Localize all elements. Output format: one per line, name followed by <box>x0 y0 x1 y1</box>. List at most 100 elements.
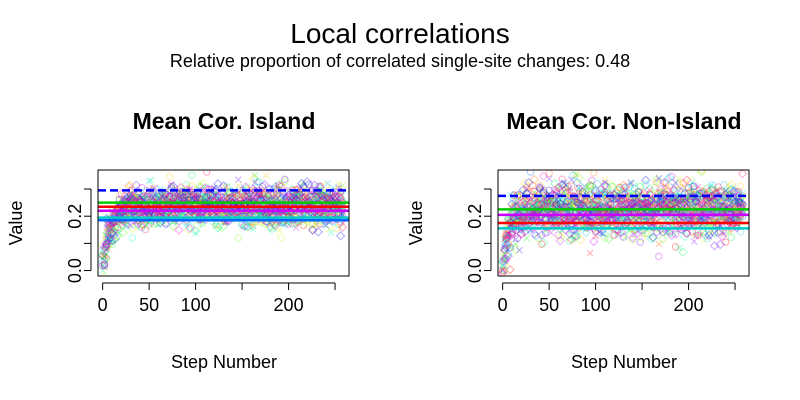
data-point <box>683 183 694 193</box>
data-point <box>689 208 699 219</box>
data-point <box>662 196 670 204</box>
data-point <box>690 185 698 193</box>
data-point <box>199 220 207 227</box>
data-point <box>640 199 648 208</box>
data-point <box>657 234 668 244</box>
data-point <box>324 189 335 199</box>
data-point <box>647 197 656 205</box>
data-point <box>675 175 683 183</box>
data-point <box>596 203 606 214</box>
data-point <box>537 240 546 248</box>
data-point <box>656 197 665 205</box>
data-point <box>105 220 115 231</box>
data-point <box>657 196 665 203</box>
data-point <box>632 199 641 207</box>
data-point <box>694 231 702 239</box>
data-point <box>159 195 169 205</box>
data-point <box>549 197 557 205</box>
data-point <box>158 192 166 200</box>
data-point <box>248 174 258 184</box>
data-point <box>260 208 269 217</box>
data-point <box>229 193 237 202</box>
data-point <box>640 217 648 225</box>
data-point <box>502 240 511 248</box>
data-point <box>317 191 327 202</box>
data-point <box>619 184 628 192</box>
data-point <box>275 227 283 234</box>
data-point <box>644 217 655 227</box>
data-point <box>225 188 233 196</box>
data-point <box>129 190 136 198</box>
data-point <box>686 198 695 206</box>
data-point <box>136 220 147 230</box>
data-point <box>504 231 512 238</box>
data-point <box>499 252 507 260</box>
data-point <box>250 205 260 216</box>
data-point <box>566 234 577 245</box>
data-point <box>518 185 528 195</box>
data-point <box>104 234 112 242</box>
data-point <box>634 198 643 206</box>
data-point <box>553 182 564 193</box>
data-point <box>690 182 698 190</box>
data-point <box>691 196 701 206</box>
data-point <box>103 224 113 235</box>
data-point <box>104 224 112 232</box>
data-point <box>118 227 128 238</box>
data-point <box>248 184 258 194</box>
data-point <box>318 191 326 199</box>
data-point <box>530 204 538 212</box>
data-point <box>622 186 629 194</box>
data-point <box>726 223 737 234</box>
data-point <box>533 203 543 214</box>
data-point <box>737 199 748 209</box>
data-point <box>566 215 573 223</box>
data-point <box>722 188 730 196</box>
data-point <box>215 190 225 201</box>
data-point <box>326 225 333 233</box>
data-point <box>541 196 550 205</box>
data-point <box>499 245 510 255</box>
data-point <box>504 233 512 241</box>
data-point <box>106 230 114 238</box>
data-point <box>190 195 198 203</box>
data-point <box>516 198 523 205</box>
data-point <box>499 256 510 267</box>
data-point <box>665 204 675 214</box>
data-point <box>509 190 519 201</box>
axes: 0 50 100 200 0.0 0.2 <box>465 188 736 315</box>
data-point <box>178 194 187 202</box>
data-point <box>611 209 621 219</box>
data-point <box>721 209 731 220</box>
data-point <box>255 193 263 201</box>
data-point <box>538 208 549 218</box>
data-point <box>523 190 531 198</box>
data-point <box>123 195 131 203</box>
data-point <box>251 218 259 226</box>
data-point <box>210 191 218 199</box>
data-point <box>624 203 634 213</box>
data-point <box>628 209 638 220</box>
data-point <box>569 235 577 243</box>
data-point <box>722 204 730 212</box>
x-tick-label: 0 <box>98 295 108 315</box>
data-point <box>576 195 586 205</box>
data-point <box>555 183 562 191</box>
data-point <box>555 236 565 246</box>
data-point <box>564 203 575 214</box>
data-point <box>146 205 156 215</box>
data-point <box>520 178 530 188</box>
data-point <box>143 192 151 200</box>
data-point <box>201 193 209 201</box>
data-point <box>558 197 566 205</box>
data-point <box>735 198 746 209</box>
data-point <box>697 200 706 208</box>
data-point <box>598 209 608 220</box>
figure-subtitle: Relative proportion of correlated single… <box>170 51 630 71</box>
data-point <box>672 204 683 214</box>
data-point <box>216 205 227 215</box>
data-point <box>542 194 552 205</box>
data-point <box>564 203 575 214</box>
data-point <box>584 200 592 209</box>
data-point <box>625 183 633 191</box>
